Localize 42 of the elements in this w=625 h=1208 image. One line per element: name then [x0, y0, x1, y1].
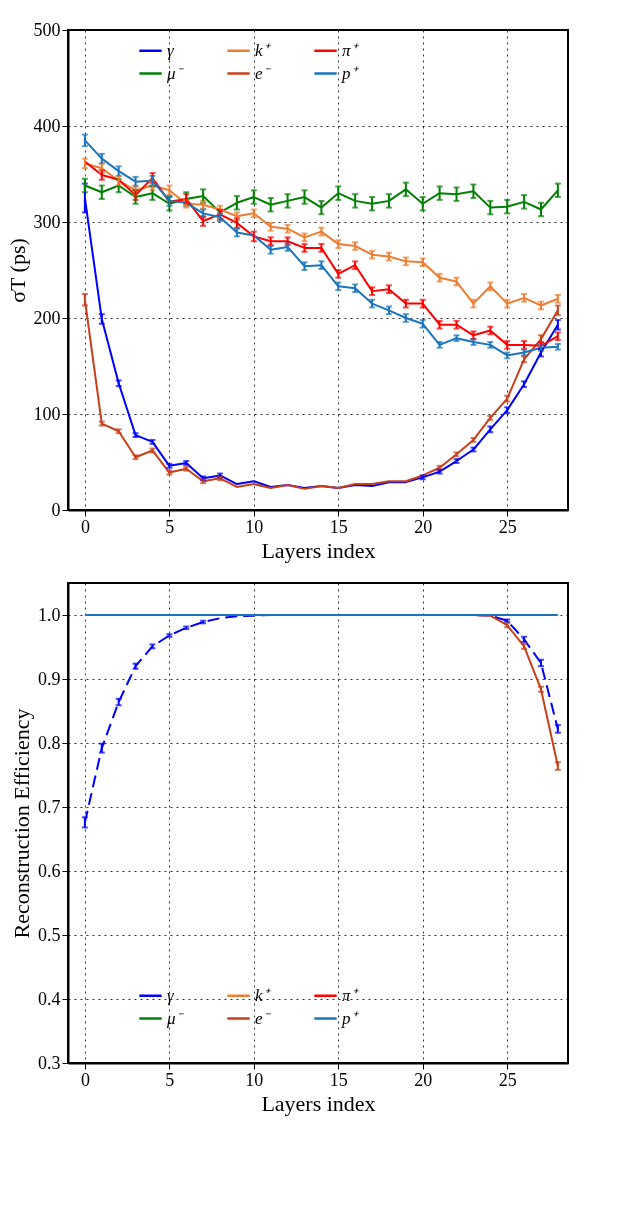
- x-tick-label: 20: [414, 516, 433, 537]
- y-tick-label: 0.6: [38, 860, 61, 881]
- legend-label: e⁻: [255, 63, 271, 83]
- y-tick-label: 400: [33, 115, 61, 136]
- legend-label: μ⁻: [166, 63, 184, 83]
- y-tick-label: 0: [51, 499, 61, 520]
- x-tick-label: 10: [245, 1069, 264, 1090]
- y-tick-label: 500: [33, 19, 61, 40]
- y-tick-label: 1.0: [38, 604, 61, 625]
- x-tick-label: 5: [165, 516, 175, 537]
- y-tick-label: 0.4: [38, 988, 61, 1009]
- x-tick-label: 25: [498, 516, 517, 537]
- y-tick-label: 0.3: [38, 1052, 61, 1073]
- legend-label: π⁺: [342, 985, 359, 1005]
- y-tick-label: 100: [33, 403, 61, 424]
- x-tick-label: 0: [80, 516, 90, 537]
- legend-label: π⁺: [342, 40, 359, 60]
- legend-label: k⁺: [255, 40, 271, 60]
- legend-label: e⁻: [255, 1008, 271, 1028]
- y-axis-title: Reconstruction Efficiency: [9, 708, 34, 939]
- y-tick-label: 0.8: [38, 732, 61, 753]
- x-axis-title: Layers index: [261, 537, 376, 563]
- x-tick-label: 20: [414, 1069, 433, 1090]
- legend-label: p⁺: [341, 1008, 359, 1028]
- x-tick-label: 10: [245, 516, 264, 537]
- y-tick-label: 200: [33, 307, 61, 328]
- x-tick-label: 15: [329, 1069, 348, 1090]
- x-tick-label: 5: [165, 1069, 175, 1090]
- x-tick-label: 0: [80, 1069, 90, 1090]
- legend-label: p⁺: [341, 63, 359, 83]
- y-tick-label: 300: [33, 211, 61, 232]
- x-tick-label: 15: [329, 516, 348, 537]
- y-axis-title: σT (ps): [4, 238, 30, 303]
- y-tick-label: 0.7: [38, 796, 61, 817]
- legend-label: γ: [167, 985, 175, 1005]
- x-tick-label: 25: [498, 1069, 517, 1090]
- legend-label: γ: [167, 40, 175, 60]
- x-axis-title: Layers index: [261, 1090, 376, 1116]
- legend-label: k⁺: [255, 985, 271, 1005]
- y-tick-label: 0.5: [38, 924, 61, 945]
- y-tick-label: 0.9: [38, 668, 61, 689]
- legend-label: μ⁻: [166, 1008, 184, 1028]
